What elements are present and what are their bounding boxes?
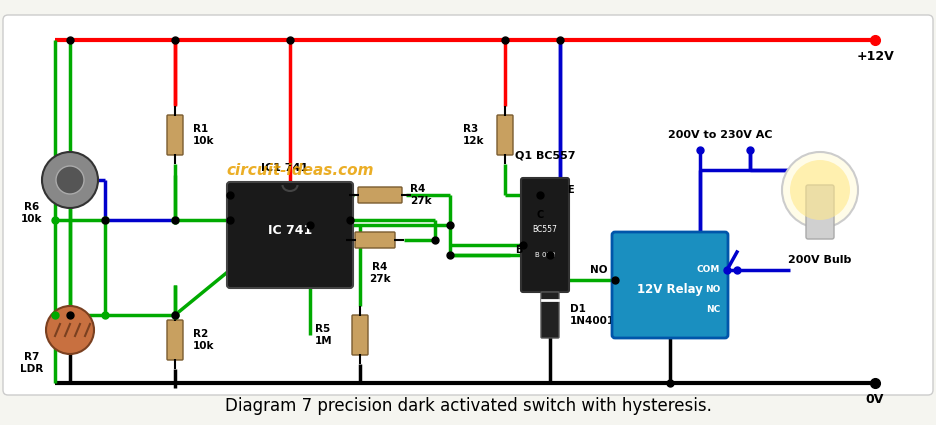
FancyBboxPatch shape (227, 182, 353, 288)
Text: E: E (567, 185, 574, 195)
Circle shape (46, 306, 94, 354)
FancyBboxPatch shape (612, 232, 728, 338)
Text: R6
10k: R6 10k (22, 202, 43, 224)
Circle shape (790, 160, 850, 220)
Text: +12V: +12V (856, 50, 894, 63)
Text: 200V to 230V AC: 200V to 230V AC (667, 130, 772, 140)
Text: 0V: 0V (866, 393, 885, 406)
Text: B: B (515, 245, 522, 255)
Text: R4
27k: R4 27k (410, 184, 431, 206)
Text: NO: NO (705, 286, 720, 295)
FancyBboxPatch shape (167, 320, 183, 360)
Text: circuit-ideas.com: circuit-ideas.com (227, 162, 373, 178)
Text: C: C (536, 210, 544, 220)
Text: Diagram 7 precision dark activated switch with hysteresis.: Diagram 7 precision dark activated switc… (225, 397, 711, 415)
Text: R5
1M: R5 1M (315, 324, 332, 346)
FancyBboxPatch shape (541, 292, 559, 338)
Text: 12V Relay: 12V Relay (637, 283, 703, 297)
FancyBboxPatch shape (355, 232, 395, 248)
Circle shape (56, 166, 84, 194)
FancyBboxPatch shape (3, 15, 933, 395)
Text: COM: COM (696, 266, 720, 275)
Text: R7
LDR: R7 LDR (21, 352, 44, 374)
FancyBboxPatch shape (497, 115, 513, 155)
Text: B 080: B 080 (534, 252, 555, 258)
Circle shape (42, 152, 98, 208)
Text: R2
10k: R2 10k (193, 329, 214, 351)
FancyBboxPatch shape (806, 185, 834, 239)
Text: D1
1N4001: D1 1N4001 (570, 304, 615, 326)
Text: R3
12k: R3 12k (463, 124, 485, 146)
Text: IC1 741: IC1 741 (261, 163, 309, 173)
FancyBboxPatch shape (352, 315, 368, 355)
Text: NO: NO (590, 265, 607, 275)
Text: R1
10k: R1 10k (193, 124, 214, 146)
FancyBboxPatch shape (521, 178, 569, 292)
Text: Q1 BC557: Q1 BC557 (515, 150, 576, 160)
FancyBboxPatch shape (358, 187, 402, 203)
Text: R4
27k: R4 27k (369, 262, 391, 283)
Text: 200V Bulb: 200V Bulb (788, 255, 852, 265)
Text: IC 741: IC 741 (268, 224, 312, 236)
Text: BC557: BC557 (533, 226, 558, 235)
Text: NC: NC (706, 306, 720, 314)
FancyBboxPatch shape (167, 115, 183, 155)
Circle shape (782, 152, 858, 228)
